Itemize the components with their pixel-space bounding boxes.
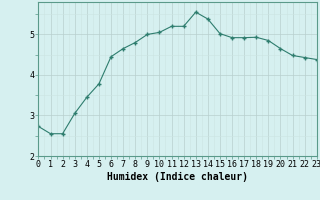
X-axis label: Humidex (Indice chaleur): Humidex (Indice chaleur) — [107, 172, 248, 182]
